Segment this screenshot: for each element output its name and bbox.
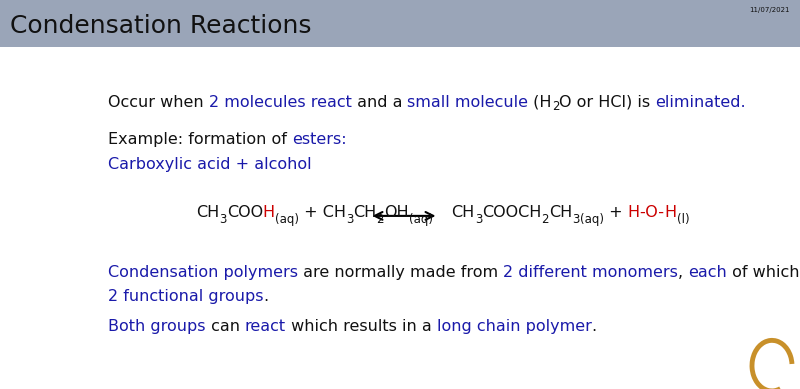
Text: Example: formation of: Example: formation of: [108, 132, 292, 147]
Text: (l): (l): [677, 214, 690, 226]
Text: (H: (H: [528, 95, 552, 110]
Text: small molecule: small molecule: [407, 95, 528, 110]
Text: 2 functional groups: 2 functional groups: [108, 289, 263, 304]
Text: O or HCl) is: O or HCl) is: [559, 95, 655, 110]
Text: (aq): (aq): [409, 214, 433, 226]
Text: can: can: [206, 319, 245, 334]
Text: 3: 3: [346, 214, 354, 226]
Text: eliminated.: eliminated.: [655, 95, 746, 110]
Text: H: H: [665, 205, 677, 221]
Text: +: +: [604, 205, 627, 221]
Text: which results in a: which results in a: [286, 319, 437, 334]
Text: H: H: [627, 205, 639, 221]
Text: CH: CH: [451, 205, 474, 221]
Text: COOCH: COOCH: [482, 205, 542, 221]
Text: are normally made from: are normally made from: [298, 265, 503, 280]
Text: (aq): (aq): [580, 214, 604, 226]
Text: Both groups: Both groups: [108, 319, 206, 334]
FancyBboxPatch shape: [0, 0, 800, 47]
Text: 2: 2: [377, 214, 384, 226]
Text: CH: CH: [354, 205, 377, 221]
Text: 2 different monomers: 2 different monomers: [503, 265, 678, 280]
Text: H: H: [263, 205, 275, 221]
Text: OH: OH: [384, 205, 409, 221]
Text: -O-: -O-: [639, 205, 665, 221]
Text: long chain polymer: long chain polymer: [437, 319, 591, 334]
Text: 3: 3: [219, 214, 226, 226]
Text: Condensation Reactions: Condensation Reactions: [10, 14, 312, 39]
Text: 3: 3: [474, 214, 482, 226]
Text: ,: ,: [678, 265, 689, 280]
Text: (aq): (aq): [275, 214, 299, 226]
Text: Occur when: Occur when: [108, 95, 209, 110]
Text: .: .: [263, 289, 269, 304]
Text: 3: 3: [572, 214, 580, 226]
Text: CH: CH: [196, 205, 219, 221]
Text: CH: CH: [549, 205, 572, 221]
Text: .: .: [591, 319, 597, 334]
Text: 2: 2: [552, 100, 559, 113]
Text: 2: 2: [542, 214, 549, 226]
Text: Condensation polymers: Condensation polymers: [108, 265, 298, 280]
Text: react: react: [245, 319, 286, 334]
Text: esters:: esters:: [292, 132, 346, 147]
Text: of which has: of which has: [727, 265, 800, 280]
Text: COO: COO: [226, 205, 263, 221]
Text: + CH: + CH: [299, 205, 346, 221]
Text: Carboxylic acid + alcohol: Carboxylic acid + alcohol: [108, 158, 312, 172]
Text: each: each: [689, 265, 727, 280]
Text: 2 molecules react: 2 molecules react: [209, 95, 352, 110]
Text: 11/07/2021: 11/07/2021: [749, 7, 790, 13]
Text: and a: and a: [352, 95, 407, 110]
